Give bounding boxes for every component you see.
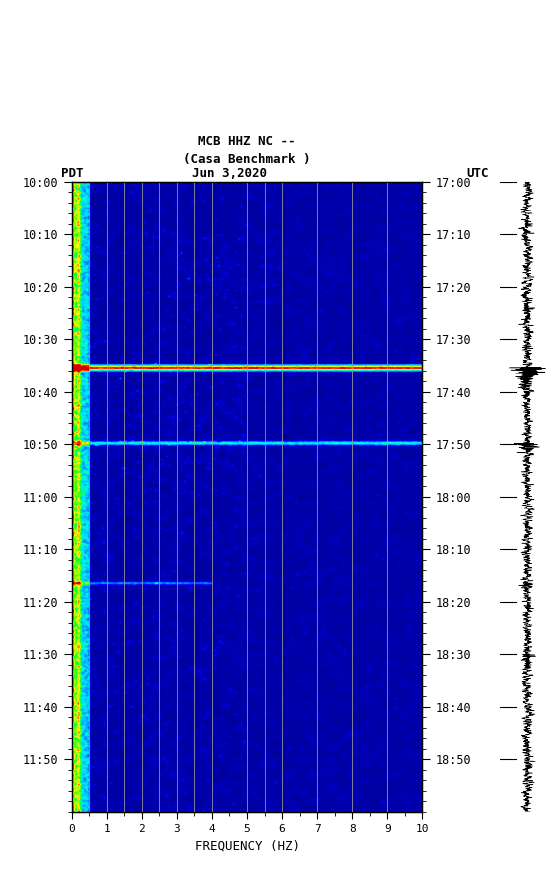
X-axis label: FREQUENCY (HZ): FREQUENCY (HZ) [194, 839, 300, 852]
Text: USGS: USGS [22, 15, 55, 29]
Text: PDT: PDT [61, 167, 83, 180]
Text: MCB HHZ NC --: MCB HHZ NC -- [198, 135, 296, 148]
Text: Jun 3,2020: Jun 3,2020 [192, 167, 267, 180]
Text: UTC: UTC [466, 167, 489, 180]
Text: ◣: ◣ [6, 12, 20, 32]
Text: (Casa Benchmark ): (Casa Benchmark ) [183, 153, 311, 166]
